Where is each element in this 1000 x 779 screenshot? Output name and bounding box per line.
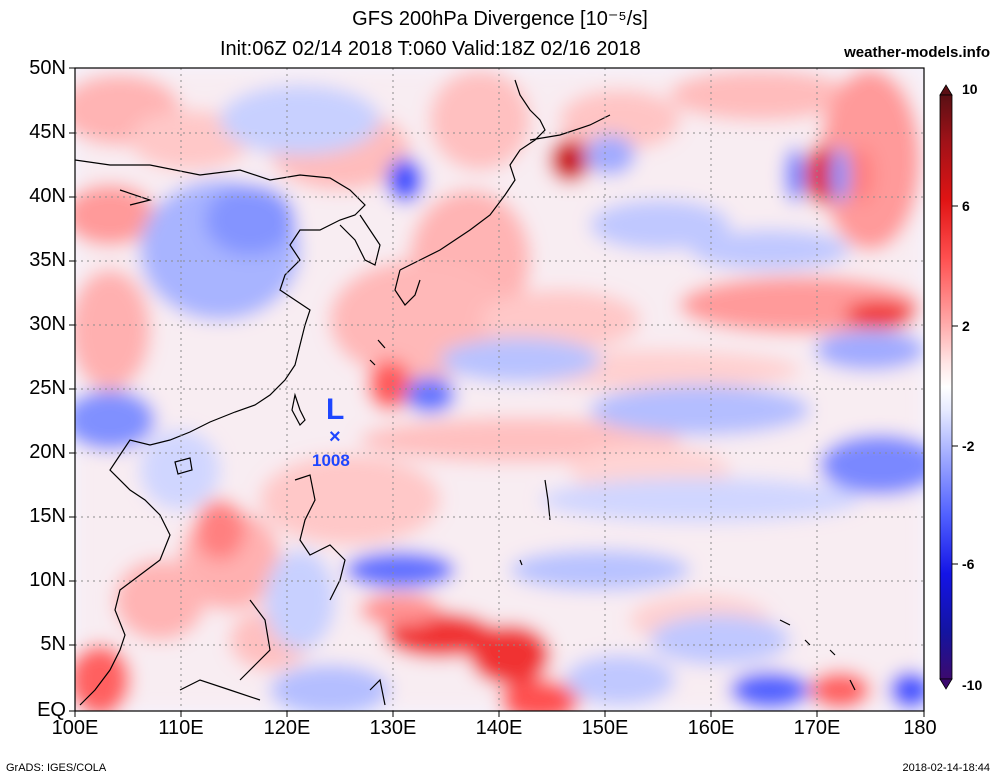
low-pressure-symbol: L (326, 393, 345, 426)
coastline (75, 79, 856, 706)
colorbar-label-10: 10 (962, 81, 978, 97)
lon-label-120e: 120E (263, 717, 311, 739)
colorbar-label-2: 2 (962, 318, 970, 334)
colorbar-bottom-arrow (939, 678, 953, 690)
map-title: GFS 200hPa Divergence [10⁻⁵/s] (352, 8, 648, 30)
lat-label-10n: 10N (29, 569, 66, 591)
low-pressure-center-marker: × (329, 426, 341, 448)
lon-label-180: 180 (903, 717, 937, 739)
lon-label-130e: 130E (369, 717, 417, 739)
colorbar-label-neg6: -6 (962, 556, 975, 572)
lat-label-45n: 45N (29, 121, 66, 143)
lon-label-100e: 100E (51, 717, 99, 739)
graticule (75, 68, 924, 711)
lon-label-160e: 160E (687, 717, 735, 739)
lat-label-40n: 40N (29, 185, 66, 207)
colorbar-label-neg2: -2 (962, 438, 975, 454)
lat-label-30n: 30N (29, 313, 66, 335)
colorbar-top-arrow (939, 84, 953, 96)
grads-credit: GrADS: IGES/COLA (6, 762, 107, 774)
axis-ticks (69, 67, 925, 717)
map-subtitle: Init:06Z 02/14 2018 T:060 Valid:18Z 02/1… (220, 38, 641, 60)
lon-label-140e: 140E (475, 717, 523, 739)
lat-label-20n: 20N (29, 441, 66, 463)
lon-label-110e: 110E (158, 717, 204, 739)
lat-label-15n: 15N (29, 505, 66, 527)
lat-label-eq: EQ (37, 699, 66, 721)
colorbar-label-neg10: -10 (962, 677, 983, 693)
brand-label: weather-models.info (844, 44, 990, 61)
lat-label-5n: 5N (40, 633, 66, 655)
lat-label-35n: 35N (29, 249, 66, 271)
lat-label-25n: 25N (29, 377, 66, 399)
colorbar-label-6: 6 (962, 198, 970, 214)
render-timestamp: 2018-02-14-18:44 (902, 762, 990, 774)
lon-label-170e: 170E (793, 717, 841, 739)
divergence-field (75, 68, 924, 711)
lat-label-50n: 50N (29, 57, 66, 79)
lon-label-150e: 150E (581, 717, 629, 739)
colorbar-gradient (939, 94, 953, 680)
low-pressure-value: 1008 (312, 451, 350, 470)
colorbar (939, 84, 958, 690)
